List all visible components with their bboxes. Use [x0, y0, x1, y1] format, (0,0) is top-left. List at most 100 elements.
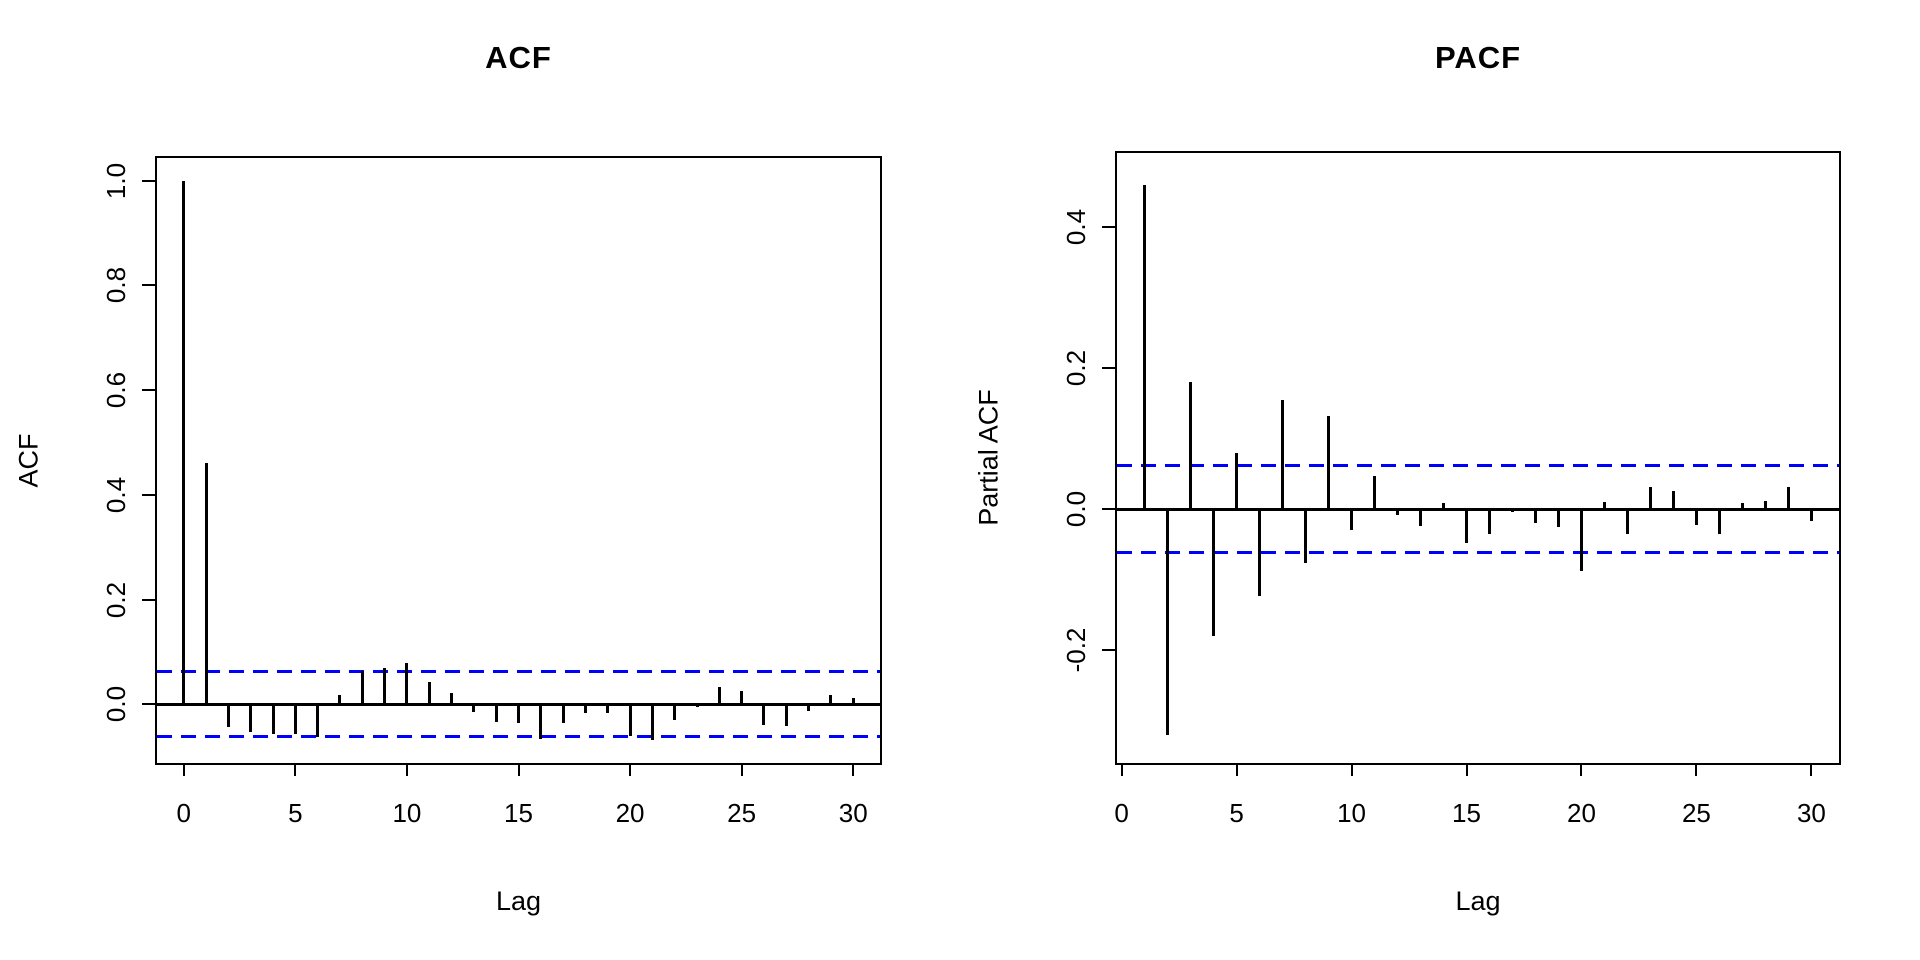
lag-17-bar — [1510, 509, 1514, 512]
lag-6-bar — [316, 704, 320, 738]
lag-2-bar — [1166, 509, 1170, 735]
x-tick-label: 20 — [615, 798, 645, 828]
x-tick-label: 30 — [838, 798, 868, 828]
lag-11-bar — [427, 682, 431, 705]
x-tick — [1810, 763, 1813, 776]
lag-10-bar — [405, 663, 409, 705]
lag-15-bar — [517, 704, 520, 724]
lag-8-bar — [1304, 509, 1308, 564]
lag-1-bar — [204, 463, 208, 705]
lag-20-bar — [1579, 509, 1583, 572]
lag-16-bar — [1487, 509, 1491, 534]
y-tick-label: 0.4 — [1061, 208, 1091, 246]
y-tick — [1102, 508, 1115, 511]
lag-10-bar — [1350, 509, 1354, 531]
lag-27-bar — [784, 704, 788, 726]
x-tick-label: 0 — [1114, 798, 1129, 828]
y-tick — [142, 703, 155, 706]
x-tick — [1350, 763, 1353, 776]
x-tick — [1695, 763, 1698, 776]
lag-22-bar — [1625, 509, 1629, 534]
lag-16-bar — [539, 704, 543, 740]
lag-14-bar — [1442, 503, 1445, 510]
pacf-plot-area — [1115, 151, 1841, 765]
lag-20-bar — [628, 704, 632, 737]
y-tick-label: 0.0 — [101, 686, 131, 723]
y-tick — [142, 493, 155, 496]
lag-30-bar — [1809, 509, 1813, 522]
x-tick-label: 10 — [1337, 798, 1366, 828]
y-tick-label: 0.6 — [101, 371, 131, 409]
lag-15-bar — [1465, 509, 1468, 543]
acf-title: ACF — [485, 40, 552, 75]
acf-x-axis-label: Lag — [495, 886, 542, 916]
x-tick — [1465, 763, 1468, 776]
y-tick — [1102, 649, 1115, 652]
x-tick-label: 20 — [1567, 798, 1596, 828]
lag-2-bar — [226, 704, 230, 728]
lag-12-bar — [450, 693, 454, 705]
lag-28-bar — [1763, 500, 1767, 510]
lag-3-bar — [249, 704, 253, 733]
x-tick-label: 15 — [504, 798, 533, 828]
acf-plot-area — [155, 156, 882, 765]
lag-11-bar — [1373, 475, 1377, 510]
lag-28-bar — [807, 704, 811, 712]
zero-line — [1117, 507, 1839, 511]
lag-7-bar — [338, 695, 342, 705]
y-tick-label: 0.8 — [101, 267, 131, 304]
lag-14-bar — [494, 704, 498, 723]
lag-24-bar — [717, 687, 721, 705]
x-tick — [182, 763, 185, 776]
y-tick-label: 0.2 — [101, 581, 131, 618]
y-tick-label: 0.2 — [1061, 350, 1091, 387]
x-tick-label: 25 — [727, 798, 757, 828]
x-tick-label: 10 — [392, 798, 422, 828]
y-tick — [142, 598, 155, 601]
y-tick-label: 1.0 — [101, 162, 131, 199]
lag-9-bar — [1327, 416, 1331, 510]
lag-23-bar — [1648, 487, 1652, 510]
y-tick-label: -0.2 — [1061, 627, 1091, 673]
lag-4-bar — [271, 704, 275, 735]
x-tick-label: 0 — [176, 798, 191, 828]
lag-8-bar — [360, 671, 364, 705]
x-tick — [740, 763, 743, 776]
y-tick-label: 0.4 — [101, 476, 131, 513]
x-tick — [852, 763, 855, 776]
lag-7-bar — [1281, 399, 1285, 510]
lag-24-bar — [1671, 490, 1675, 510]
upper-confidence-line — [1117, 463, 1839, 467]
x-tick — [1580, 763, 1583, 776]
y-tick-label: 0.0 — [1061, 491, 1091, 528]
x-tick — [294, 763, 297, 776]
lag-1-bar — [1143, 184, 1147, 510]
y-tick — [142, 284, 155, 287]
lag-25-bar — [1694, 509, 1698, 526]
lag-19-bar — [606, 704, 610, 714]
x-tick-label: 30 — [1796, 798, 1826, 828]
lag-22-bar — [673, 704, 677, 720]
x-tick-label: 5 — [288, 798, 303, 828]
lag-26-bar — [1717, 509, 1721, 534]
lag-27-bar — [1740, 502, 1744, 510]
x-tick-label: 25 — [1681, 798, 1711, 828]
lag-4-bar — [1212, 509, 1216, 637]
lag-0-bar — [182, 180, 186, 705]
lag-25-bar — [740, 691, 744, 705]
lag-26-bar — [762, 704, 766, 726]
lag-29-bar — [1786, 487, 1790, 510]
lag-13-bar — [1419, 509, 1423, 527]
lag-17-bar — [561, 704, 565, 724]
pacf-title: PACF — [1434, 40, 1522, 75]
acf-y-axis-label: ACF — [13, 433, 44, 487]
lag-12-bar — [1396, 509, 1400, 515]
lower-confidence-line — [1117, 551, 1839, 555]
lag-18-bar — [583, 704, 587, 714]
y-tick — [142, 179, 155, 182]
pacf-x-axis-label: Lag — [1455, 886, 1501, 916]
x-tick — [1235, 763, 1238, 776]
lag-9-bar — [383, 668, 387, 705]
x-tick — [1120, 763, 1123, 776]
lag-19-bar — [1556, 509, 1560, 527]
